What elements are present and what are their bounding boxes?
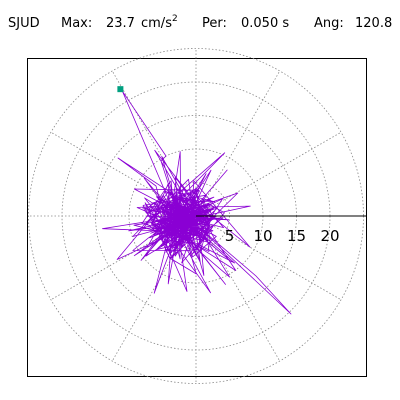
grid-spoke [195,131,342,217]
plot-header: SJUD Max: 23.7 cm/s2 Per: 0.050 s Ang: 1… [8,14,398,40]
angle-label: Ang: [314,16,344,31]
max-unit-text: cm/s [141,16,172,31]
max-unit-exponent: 2 [171,14,178,24]
max-value: 23.7 [106,16,135,31]
trace-path [102,90,292,315]
magnitude-ticks: 5 10 15 20 [225,227,340,245]
tick-label: 15 [287,227,306,245]
angle-value: 120.8 [355,16,393,31]
max-label: Max: [61,16,93,31]
period-value: 0.050 s [241,16,290,31]
plot-frame [27,58,367,377]
period-label: Per: [202,16,227,31]
square-marker-icon [117,86,124,93]
tick-label: 10 [253,227,272,245]
grid-spoke [195,70,281,217]
acceleration-trace [102,90,292,315]
tick-label: 5 [225,227,235,245]
station-code: SJUD [8,16,40,31]
tick-label: 20 [320,227,339,245]
max-unit: cm/s2 [141,14,178,31]
